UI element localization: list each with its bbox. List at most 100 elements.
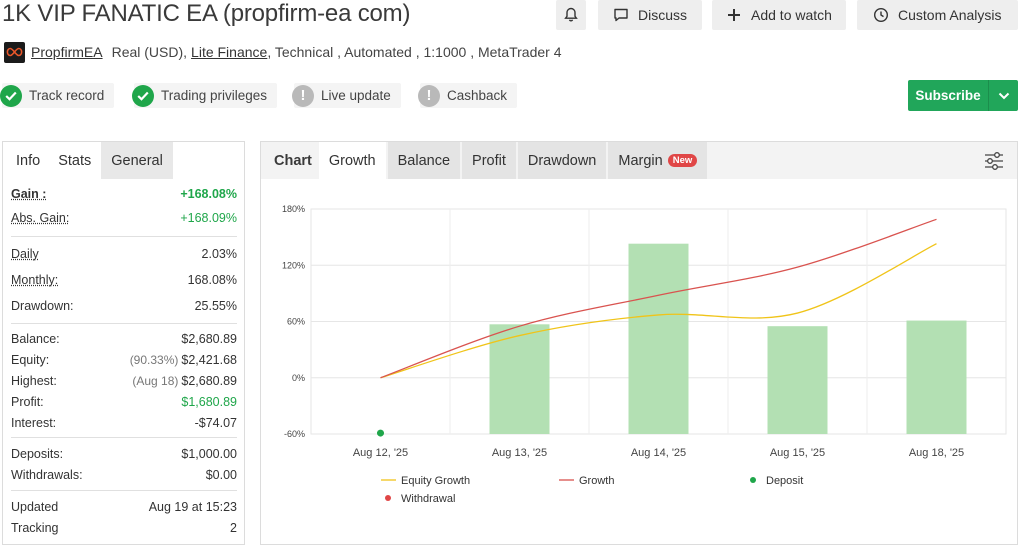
stat-gain: Gain : +168.08%: [11, 182, 237, 206]
withdrawals-label: Withdrawals:: [11, 467, 83, 482]
growth-bar: [628, 243, 689, 434]
legend-label: Withdrawal: [401, 493, 455, 505]
broker-link[interactable]: Lite Finance: [191, 44, 268, 60]
gain-group: Gain : +168.08% Abs. Gain: +168.09%: [11, 179, 237, 237]
stats-panel: Info Stats General Gain : +168.08% Abs. …: [2, 141, 245, 545]
trading-privileges-label: Trading privileges: [161, 88, 268, 103]
custom-analysis-button[interactable]: Custom Analysis: [857, 0, 1018, 30]
stat-daily: Daily 2.03%: [11, 241, 237, 267]
drawdown-label: Drawdown:: [11, 299, 74, 313]
monthly-value: 168.08%: [187, 273, 237, 287]
rates-group: Daily 2.03% Monthly: 168.08% Drawdown: 2…: [11, 237, 237, 324]
new-badge: New: [667, 154, 698, 167]
custom-analysis-label: Custom Analysis: [898, 7, 1002, 23]
gain-value: +168.08%: [180, 187, 237, 201]
growth-line: [380, 218, 937, 379]
subscribe-label: Subscribe: [915, 88, 981, 103]
x-tick-label: Aug 14, '25: [631, 447, 686, 459]
stat-interest: Interest: -$74.07: [11, 412, 237, 433]
exclamation-icon: !: [292, 84, 314, 107]
tab-profit[interactable]: Profit: [462, 142, 516, 179]
updated-value: Aug 19 at 15:23: [148, 499, 237, 514]
deposit-point: [377, 429, 384, 437]
tracking-label: Tracking: [11, 520, 59, 535]
growth-bar: [767, 326, 828, 434]
growth-bar: [906, 320, 967, 434]
legend-label: Growth: [579, 475, 614, 487]
highest-value: $2,680.89: [181, 373, 237, 388]
chat-icon: [613, 7, 629, 23]
sliders-icon[interactable]: [983, 151, 1005, 171]
tracking-value: 2: [230, 520, 237, 535]
balance-label: Balance:: [11, 331, 60, 346]
legend-label: Deposit: [766, 475, 803, 487]
cashback-label: Cashback: [447, 88, 508, 103]
plus-icon: [726, 7, 742, 23]
equity-note: (90.33%): [129, 352, 179, 367]
stat-highest: Highest: (Aug 18) $2,680.89: [11, 370, 237, 391]
add-to-watch-label: Add to watch: [751, 7, 832, 23]
chevron-down-icon[interactable]: [989, 92, 1018, 100]
y-tick-label: -60%: [284, 429, 305, 439]
profit-value: $1,680.89: [181, 394, 237, 409]
stat-updated: Updated Aug 19 at 15:23: [11, 496, 237, 517]
stat-equity: Equity: (90.33%) $2,421.68: [11, 349, 237, 370]
daily-value: 2.03%: [201, 247, 237, 261]
tab-stats[interactable]: Stats: [48, 142, 102, 179]
stat-abs-gain: Abs. Gain: +168.09%: [11, 206, 237, 230]
tab-margin[interactable]: Margin New: [608, 142, 708, 179]
legend-swatch: [750, 477, 756, 483]
check-icon: [132, 84, 154, 107]
add-to-watch-button[interactable]: Add to watch: [712, 0, 846, 30]
interest-label: Interest:: [11, 415, 57, 430]
gain-label[interactable]: Gain :: [11, 187, 47, 201]
author-link[interactable]: PropfirmEA: [31, 44, 103, 60]
interest-value: -$74.07: [194, 415, 237, 430]
drawdown-value: 25.55%: [194, 299, 237, 313]
monthly-label[interactable]: Monthly:: [11, 273, 59, 287]
subscribe-divider: [988, 80, 989, 111]
tracking-group: Updated Aug 19 at 15:23 Tracking 2: [11, 491, 237, 538]
tab-drawdown[interactable]: Drawdown: [517, 142, 607, 179]
stat-balance: Balance: $2,680.89: [11, 328, 237, 349]
stat-monthly: Monthly: 168.08%: [11, 267, 237, 293]
tab-margin-label: Margin: [618, 152, 663, 169]
growth-bar: [489, 324, 550, 434]
account-type: Real (USD),: [111, 44, 188, 60]
deposits-label: Deposits:: [11, 446, 64, 461]
equity-label: Equity:: [11, 352, 50, 367]
updated-label: Updated: [11, 499, 59, 514]
discuss-label: Discuss: [638, 7, 688, 23]
chart-tabs: Chart Growth Balance Profit Drawdown Mar…: [261, 142, 1017, 179]
stat-deposits: Deposits: $1,000.00: [11, 443, 237, 464]
tab-growth[interactable]: Growth: [318, 142, 386, 179]
exclamation-icon: !: [418, 84, 440, 107]
deposits-group: Deposits: $1,000.00 Withdrawals: $0.00: [11, 438, 237, 491]
abs-gain-value: +168.09%: [180, 211, 237, 225]
stat-withdrawals: Withdrawals: $0.00: [11, 464, 237, 485]
daily-label[interactable]: Daily: [11, 247, 39, 261]
abs-gain-label[interactable]: Abs. Gain:: [11, 211, 70, 225]
tab-general[interactable]: General: [101, 142, 173, 179]
y-tick-label: 180%: [282, 204, 305, 214]
legend-label: Equity Growth: [401, 475, 470, 487]
subscribe-button[interactable]: Subscribe: [908, 80, 1018, 111]
withdrawals-value: $0.00: [205, 467, 237, 482]
discuss-button[interactable]: Discuss: [598, 0, 702, 30]
x-tick-label: Aug 15, '25: [770, 447, 825, 459]
notification-button[interactable]: [556, 0, 586, 30]
tab-balance[interactable]: Balance: [387, 142, 461, 179]
equity-value: $2,421.68: [181, 352, 237, 367]
balance-value: $2,680.89: [181, 331, 237, 346]
bell-icon: [563, 7, 579, 23]
tab-info[interactable]: Info: [16, 152, 41, 169]
track-record-label: Track record: [29, 88, 105, 103]
chart-panel: Chart Growth Balance Profit Drawdown Mar…: [260, 141, 1018, 545]
chart-heading: Chart: [261, 142, 319, 179]
cashback-badge: ! Cashback: [418, 83, 518, 108]
deposits-value: $1,000.00: [181, 446, 237, 461]
page-title: 1K VIP FANATIC EA (propfirm-ea com): [2, 0, 411, 27]
account-group: Balance: $2,680.89 Equity: (90.33%) $2,42…: [11, 324, 237, 438]
profit-label: Profit:: [11, 394, 44, 409]
system-details: , Technical , Automated , 1:1000 , MetaT…: [267, 44, 562, 60]
